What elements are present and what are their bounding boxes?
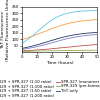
ThT only	[96, 51, 98, 52]
SPR-329 + SPR-327 (1:50 ratio)	[83, 35, 84, 36]
SPR-329 + SPR-327 (1:10 ratio)	[21, 42, 23, 44]
SPR-329 + SPR-327 (1:200 ratio)	[96, 32, 98, 33]
SPR-329 + SPR-327 (1:100 ratio)	[62, 24, 63, 26]
Line: SPR-329 + SPR-327 (1:50 ratio): SPR-329 + SPR-327 (1:50 ratio)	[22, 34, 97, 49]
ThT only	[57, 51, 58, 52]
SPR-329 (pre-formed fibrils)	[21, 51, 23, 52]
ThT only	[83, 51, 84, 52]
SPR-329 + SPR-327 (1:10 ratio)	[57, 16, 58, 17]
SPR-329 + SPR-327 (1:10 ratio)	[95, 10, 96, 11]
SPR-329 + SPR-327 (1:100 ratio)	[96, 19, 98, 20]
SPR-329 (pre-formed fibrils)	[95, 50, 96, 51]
SPR-329 (pre-formed fibrils)	[96, 50, 98, 51]
SPR-327 (monomer only)	[96, 44, 98, 45]
SPR-329 (pre-formed fibrils)	[57, 50, 58, 51]
SPR-329 + SPR-327 (1:10 ratio)	[57, 16, 59, 17]
ThT only	[21, 51, 23, 52]
ThT only	[95, 51, 96, 52]
SPR-329 + SPR-327 (1:10 ratio)	[66, 13, 67, 14]
SPR-327 (monomer only)	[57, 48, 58, 49]
SPR-327 (monomer only)	[62, 47, 63, 48]
Line: SPR-327 (monomer only): SPR-327 (monomer only)	[22, 45, 97, 51]
SPR-329 (pre-formed fibrils)	[57, 50, 59, 51]
SPR-327 (monomer only)	[66, 47, 67, 48]
Line: SPR-329 + SPR-327 (1:100 ratio): SPR-329 + SPR-327 (1:100 ratio)	[22, 20, 97, 40]
SPR-329 + SPR-327 (1:200 ratio)	[57, 38, 59, 39]
SPR-329 + SPR-327 (1:200 ratio)	[83, 33, 84, 34]
SPR-329 + SPR-327 (1:50 ratio)	[96, 34, 98, 35]
Line: SPR-329 + SPR-327 (1:200 ratio): SPR-329 + SPR-327 (1:200 ratio)	[22, 32, 97, 48]
ThT only	[66, 51, 67, 52]
SPR-329 + SPR-327 (1:200 ratio)	[95, 32, 96, 33]
SPR-329 + SPR-327 (1:50 ratio)	[66, 38, 67, 39]
SPR-329 + SPR-327 (1:50 ratio)	[57, 40, 59, 42]
SPR-329 + SPR-327 (1:100 ratio)	[66, 23, 67, 24]
ThT only	[62, 51, 63, 52]
SPR-329 + SPR-327 (1:50 ratio)	[95, 34, 96, 35]
Line: SPR-329 + SPR-327 (1:10 ratio): SPR-329 + SPR-327 (1:10 ratio)	[22, 10, 97, 43]
SPR-329 + SPR-327 (1:100 ratio)	[21, 39, 23, 40]
SPR-329 + SPR-327 (1:100 ratio)	[95, 19, 96, 20]
SPR-327 (monomer only)	[21, 50, 23, 52]
SPR-329 (pre-formed fibrils)	[66, 50, 67, 51]
SPR-329 + SPR-327 (1:10 ratio)	[83, 10, 84, 12]
SPR-329 + SPR-327 (1:200 ratio)	[66, 36, 67, 37]
SPR-329 + SPR-327 (1:100 ratio)	[57, 26, 58, 27]
SPR-329 + SPR-327 (1:200 ratio)	[62, 37, 63, 38]
SPR-329 (pre-formed fibrils)	[62, 50, 63, 51]
SPR-329 + SPR-327 (1:50 ratio)	[21, 49, 23, 50]
SPR-329 + SPR-327 (1:100 ratio)	[83, 20, 84, 21]
SPR-329 + SPR-327 (1:200 ratio)	[21, 48, 23, 49]
SPR-327 (monomer only)	[57, 48, 59, 49]
SPR-329 (pre-formed fibrils)	[83, 50, 84, 51]
SPR-327 (monomer only)	[95, 44, 96, 45]
SPR-329 + SPR-327 (1:10 ratio)	[62, 14, 63, 15]
SPR-329 + SPR-327 (1:50 ratio)	[57, 40, 58, 42]
Y-axis label: ThT Fluorescence
(Relative Fluorescence Units): ThT Fluorescence (Relative Fluorescence …	[1, 0, 10, 61]
SPR-329 + SPR-327 (1:50 ratio)	[62, 39, 63, 40]
Legend: SPR-329 + SPR-327 (1:10 ratio), SPR-329 + SPR-327 (1:100 ratio), SPR-329 + SPR-3: SPR-329 + SPR-327 (1:10 ratio), SPR-329 …	[0, 80, 100, 98]
Line: SPR-329 (pre-formed fibrils): SPR-329 (pre-formed fibrils)	[22, 50, 97, 52]
SPR-329 + SPR-327 (1:100 ratio)	[57, 26, 59, 27]
SPR-329 + SPR-327 (1:200 ratio)	[57, 38, 58, 39]
SPR-329 + SPR-327 (1:10 ratio)	[96, 10, 98, 11]
X-axis label: Time (hours): Time (hours)	[46, 61, 73, 65]
SPR-327 (monomer only)	[83, 45, 84, 46]
ThT only	[57, 51, 59, 52]
